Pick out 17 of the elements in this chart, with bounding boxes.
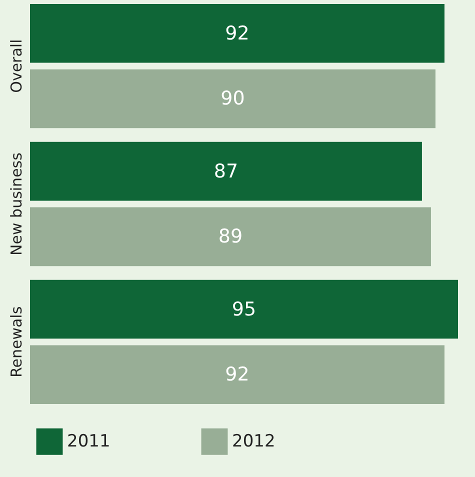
legend-label: 2012: [232, 432, 276, 452]
data-label: 87: [214, 160, 238, 182]
data-label: 90: [220, 88, 245, 110]
bar: [30, 69, 436, 128]
data-label: 95: [232, 298, 256, 320]
data-label: 92: [225, 22, 250, 44]
bar: [30, 207, 431, 266]
legend-label: 2011: [67, 432, 110, 452]
data-label: 92: [225, 364, 250, 386]
y-tick-label: Overall: [8, 39, 26, 93]
bar: [30, 142, 422, 201]
y-tick-label: Renewals: [8, 306, 26, 378]
bar: [30, 345, 444, 404]
bar: [30, 280, 458, 339]
y-tick-label: New business: [8, 152, 26, 256]
data-label: 89: [218, 226, 243, 248]
bar: [30, 4, 444, 63]
